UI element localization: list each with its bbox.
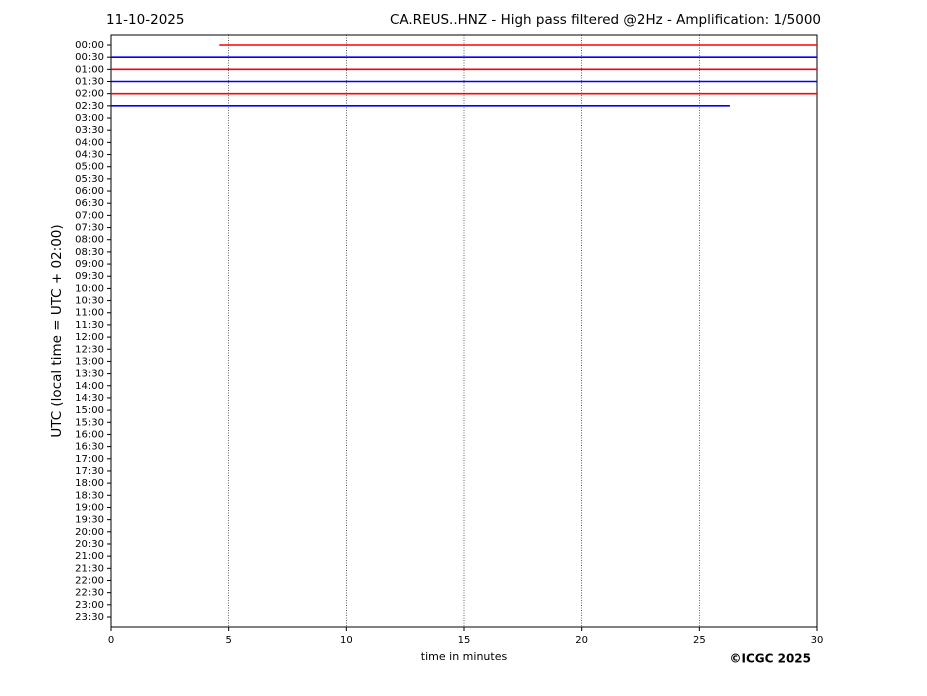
y-tick-label: 22:00: [75, 575, 104, 586]
y-tick-label: 04:30: [75, 150, 104, 161]
y-tick-label: 21:00: [75, 551, 104, 562]
y-tick-label: 19:00: [75, 502, 104, 513]
y-tick-label: 01:30: [75, 77, 104, 88]
x-tick-label: 25: [693, 635, 706, 646]
y-tick-label: 02:00: [75, 89, 104, 100]
y-tick-label: 12:00: [75, 332, 104, 343]
y-tick-label: 01:00: [75, 64, 104, 75]
y-tick-label: 02:30: [75, 101, 104, 112]
y-tick-label: 12:30: [75, 344, 104, 355]
x-axis-label: time in minutes: [421, 650, 508, 663]
y-tick-label: 20:00: [75, 527, 104, 538]
y-tick-label: 17:30: [75, 466, 104, 477]
y-tick-label: 00:00: [75, 40, 104, 51]
y-tick-label: 14:00: [75, 381, 104, 392]
y-tick-label: 18:00: [75, 478, 104, 489]
y-axis-label: UTC (local time = UTC + 02:00): [49, 224, 65, 437]
y-tick-label: 09:00: [75, 259, 104, 270]
y-tick-label: 17:00: [75, 454, 104, 465]
y-tick-label: 05:00: [75, 162, 104, 173]
y-tick-label: 13:00: [75, 356, 104, 367]
y-tick-label: 18:30: [75, 490, 104, 501]
date-label: 11-10-2025: [106, 12, 184, 28]
y-tick-label: 16:00: [75, 429, 104, 440]
x-tick-label: 10: [340, 635, 353, 646]
y-tick-label: 11:30: [75, 320, 104, 331]
chart-title: CA.REUS..HNZ - High pass filtered @2Hz -…: [390, 12, 821, 28]
y-tick-label: 04:00: [75, 137, 104, 148]
y-tick-label: 08:30: [75, 247, 104, 258]
x-tick-label: 30: [811, 635, 824, 646]
y-tick-label: 03:30: [75, 125, 104, 136]
y-tick-label: 15:30: [75, 417, 104, 428]
y-tick-label: 14:30: [75, 393, 104, 404]
y-tick-label: 07:30: [75, 223, 104, 234]
y-tick-label: 22:30: [75, 588, 104, 599]
y-tick-label: 06:30: [75, 198, 104, 209]
y-tick-label: 23:00: [75, 600, 104, 611]
y-tick-label: 06:00: [75, 186, 104, 197]
y-tick-label: 07:00: [75, 210, 104, 221]
x-tick-label: 5: [225, 635, 231, 646]
y-tick-label: 21:30: [75, 563, 104, 574]
y-tick-label: 13:30: [75, 369, 104, 380]
y-tick-label: 00:30: [75, 52, 104, 63]
y-tick-label: 16:30: [75, 442, 104, 453]
y-tick-label: 10:00: [75, 283, 104, 294]
y-tick-label: 08:00: [75, 235, 104, 246]
y-tick-label: 03:00: [75, 113, 104, 124]
x-tick-label: 15: [458, 635, 471, 646]
x-tick-label: 20: [575, 635, 588, 646]
y-tick-label: 23:30: [75, 612, 104, 623]
y-tick-label: 05:30: [75, 174, 104, 185]
y-tick-label: 19:30: [75, 515, 104, 526]
y-tick-label: 10:30: [75, 296, 104, 307]
y-tick-label: 15:00: [75, 405, 104, 416]
copyright: ©ICGC 2025: [729, 652, 811, 666]
x-tick-label: 0: [108, 635, 114, 646]
y-tick-label: 09:30: [75, 271, 104, 282]
y-tick-label: 11:00: [75, 308, 104, 319]
y-tick-label: 20:30: [75, 539, 104, 550]
